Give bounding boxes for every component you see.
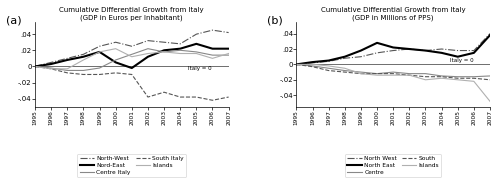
Text: (b): (b) [268, 15, 283, 25]
Text: Italy = 0: Italy = 0 [188, 66, 212, 71]
Legend: North-West, Nord-East, Centre Italy, South Italy, Islands: North-West, Nord-East, Centre Italy, Sou… [77, 154, 186, 177]
Title: Cumulative Differential Growth from Italy
(GDP in Millions of PPS): Cumulative Differential Growth from Ital… [321, 7, 466, 21]
Legend: North West, North East, Centre, South, Islands: North West, North East, Centre, South, I… [345, 154, 442, 177]
Title: Cumulative Differential Growth from Italy
(GDP in Euros per Inhabitant): Cumulative Differential Growth from Ital… [60, 7, 204, 21]
Text: (a): (a) [6, 15, 22, 25]
Text: Italy = 0: Italy = 0 [450, 58, 473, 63]
